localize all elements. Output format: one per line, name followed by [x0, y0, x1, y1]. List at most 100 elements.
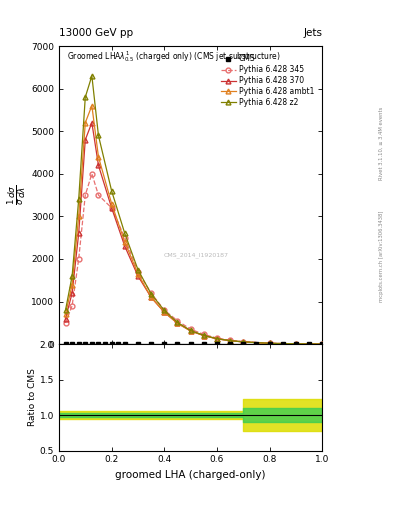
Pythia 6.428 z2: [202, 332, 206, 338]
CMS: [76, 341, 81, 347]
CMS: [70, 341, 75, 347]
CMS: [96, 341, 101, 347]
Pythia 6.428 345: [83, 192, 88, 198]
CMS: [215, 341, 219, 347]
Pythia 6.428 345: [267, 340, 272, 346]
X-axis label: groomed LHA (charged-only): groomed LHA (charged-only): [116, 470, 266, 480]
Line: CMS: CMS: [63, 342, 324, 346]
Pythia 6.428 345: [96, 192, 101, 198]
CMS: [123, 341, 127, 347]
Text: CMS_2014_I1920187: CMS_2014_I1920187: [163, 252, 228, 258]
Legend: CMS, Pythia 6.428 345, Pythia 6.428 370, Pythia 6.428 ambt1, Pythia 6.428 z2: CMS, Pythia 6.428 345, Pythia 6.428 370,…: [219, 53, 316, 109]
Text: 13000 GeV pp: 13000 GeV pp: [59, 28, 133, 38]
Y-axis label: $\frac{1}{\sigma}\frac{d\sigma}{d\lambda}$: $\frac{1}{\sigma}\frac{d\sigma}{d\lambda…: [6, 185, 28, 205]
CMS: [281, 341, 285, 347]
Pythia 6.428 z2: [123, 230, 127, 237]
CMS: [228, 341, 233, 347]
Pythia 6.428 370: [90, 120, 94, 126]
Line: Pythia 6.428 z2: Pythia 6.428 z2: [63, 73, 325, 347]
Pythia 6.428 ambt1: [63, 311, 68, 317]
CMS: [162, 341, 167, 347]
Pythia 6.428 z2: [96, 133, 101, 139]
Pythia 6.428 370: [149, 294, 153, 301]
Pythia 6.428 345: [162, 307, 167, 313]
Pythia 6.428 z2: [109, 188, 114, 194]
Pythia 6.428 345: [175, 317, 180, 324]
Pythia 6.428 370: [202, 332, 206, 338]
Pythia 6.428 ambt1: [109, 201, 114, 207]
Pythia 6.428 z2: [90, 73, 94, 79]
CMS: [294, 341, 298, 347]
Pythia 6.428 345: [320, 341, 325, 347]
Pythia 6.428 z2: [162, 307, 167, 313]
Text: Jets: Jets: [303, 28, 322, 38]
Pythia 6.428 z2: [76, 196, 81, 202]
Pythia 6.428 ambt1: [83, 120, 88, 126]
Pythia 6.428 ambt1: [149, 294, 153, 301]
Pythia 6.428 ambt1: [294, 341, 298, 347]
Pythia 6.428 z2: [175, 319, 180, 326]
Line: Pythia 6.428 370: Pythia 6.428 370: [63, 120, 325, 347]
Pythia 6.428 ambt1: [162, 309, 167, 315]
Pythia 6.428 370: [294, 341, 298, 347]
Line: Pythia 6.428 345: Pythia 6.428 345: [63, 172, 325, 347]
Pythia 6.428 z2: [241, 339, 246, 345]
Pythia 6.428 ambt1: [215, 336, 219, 342]
Text: mcplots.cern.ch [arXiv:1306.3438]: mcplots.cern.ch [arXiv:1306.3438]: [379, 210, 384, 302]
Pythia 6.428 ambt1: [70, 282, 75, 288]
Pythia 6.428 z2: [294, 341, 298, 347]
Pythia 6.428 370: [175, 320, 180, 326]
Pythia 6.428 370: [136, 273, 140, 279]
Pythia 6.428 z2: [188, 327, 193, 333]
Pythia 6.428 370: [162, 309, 167, 315]
CMS: [109, 341, 114, 347]
Pythia 6.428 370: [76, 230, 81, 237]
Pythia 6.428 345: [123, 234, 127, 241]
Pythia 6.428 ambt1: [267, 340, 272, 347]
Pythia 6.428 370: [83, 137, 88, 143]
Pythia 6.428 345: [70, 303, 75, 309]
Pythia 6.428 345: [76, 256, 81, 262]
Pythia 6.428 z2: [83, 94, 88, 100]
Pythia 6.428 370: [96, 162, 101, 168]
Pythia 6.428 345: [90, 170, 94, 177]
CMS: [254, 341, 259, 347]
CMS: [175, 341, 180, 347]
CMS: [320, 341, 325, 347]
Pythia 6.428 345: [136, 269, 140, 275]
Pythia 6.428 z2: [70, 273, 75, 279]
CMS: [103, 341, 107, 347]
Pythia 6.428 ambt1: [241, 339, 246, 345]
CMS: [202, 341, 206, 347]
Line: Pythia 6.428 ambt1: Pythia 6.428 ambt1: [63, 103, 325, 347]
Pythia 6.428 ambt1: [76, 214, 81, 220]
Pythia 6.428 345: [241, 338, 246, 345]
Pythia 6.428 345: [149, 290, 153, 296]
CMS: [267, 341, 272, 347]
Pythia 6.428 370: [188, 328, 193, 334]
Pythia 6.428 ambt1: [320, 341, 325, 347]
CMS: [241, 341, 246, 347]
Text: Rivet 3.1.10, ≥ 3.4M events: Rivet 3.1.10, ≥ 3.4M events: [379, 106, 384, 180]
Pythia 6.428 ambt1: [228, 337, 233, 344]
Pythia 6.428 z2: [267, 340, 272, 347]
Pythia 6.428 370: [267, 340, 272, 347]
Pythia 6.428 ambt1: [188, 328, 193, 334]
Pythia 6.428 370: [63, 315, 68, 322]
Pythia 6.428 370: [109, 205, 114, 211]
Pythia 6.428 345: [228, 337, 233, 344]
Y-axis label: Ratio to CMS: Ratio to CMS: [28, 369, 37, 426]
Pythia 6.428 345: [202, 331, 206, 337]
CMS: [90, 341, 94, 347]
Pythia 6.428 370: [228, 337, 233, 344]
CMS: [136, 341, 140, 347]
CMS: [188, 341, 193, 347]
Pythia 6.428 370: [215, 336, 219, 342]
Pythia 6.428 ambt1: [123, 239, 127, 245]
CMS: [63, 341, 68, 347]
Pythia 6.428 z2: [149, 291, 153, 297]
Pythia 6.428 ambt1: [202, 332, 206, 338]
Pythia 6.428 370: [241, 339, 246, 345]
Pythia 6.428 345: [215, 335, 219, 341]
Pythia 6.428 ambt1: [136, 271, 140, 277]
